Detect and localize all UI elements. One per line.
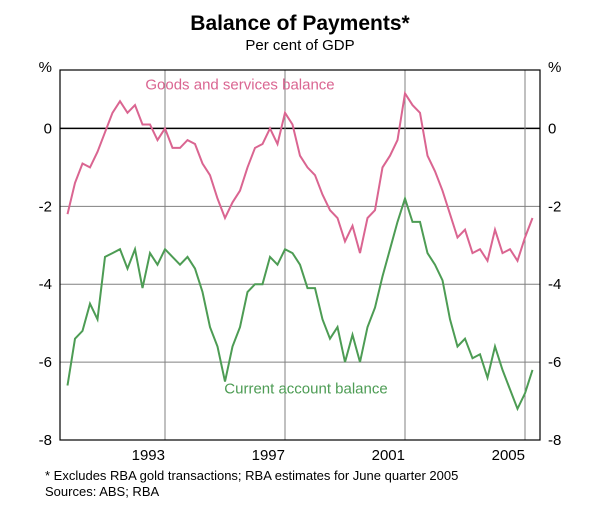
footnote: * Excludes RBA gold transactions; RBA es… <box>45 468 458 483</box>
chart-svg: Balance of Payments* Per cent of GDP Goods… <box>0 0 600 518</box>
y-tick-left: -6 <box>39 354 52 371</box>
y-tick-right: -4 <box>548 276 561 293</box>
x-tick: 1997 <box>252 447 285 464</box>
chart-subtitle: Per cent of GDP <box>245 37 354 54</box>
y-tick-right: -8 <box>548 432 561 449</box>
footnote: Sources: ABS; RBA <box>45 484 159 499</box>
y-tick-right: -6 <box>548 354 561 371</box>
chart-container: Balance of Payments* Per cent of GDP Goods… <box>0 0 600 518</box>
y-tick-left: -8 <box>39 432 52 449</box>
series-label-1: Current account balance <box>224 380 387 397</box>
series-label-0: Goods and services balance <box>145 76 334 93</box>
chart-title: Balance of Payments* <box>190 12 410 35</box>
x-tick: 1993 <box>132 447 165 464</box>
y-tick-right: -2 <box>548 198 561 215</box>
y-tick-left: -2 <box>39 198 52 215</box>
y-unit-left: % <box>39 59 52 76</box>
x-tick: 2005 <box>492 447 525 464</box>
y-tick-left: 0 <box>44 120 52 137</box>
y-unit-right: % <box>548 59 561 76</box>
y-tick-right: 0 <box>548 120 556 137</box>
y-tick-left: -4 <box>39 276 52 293</box>
x-tick: 2001 <box>372 447 405 464</box>
